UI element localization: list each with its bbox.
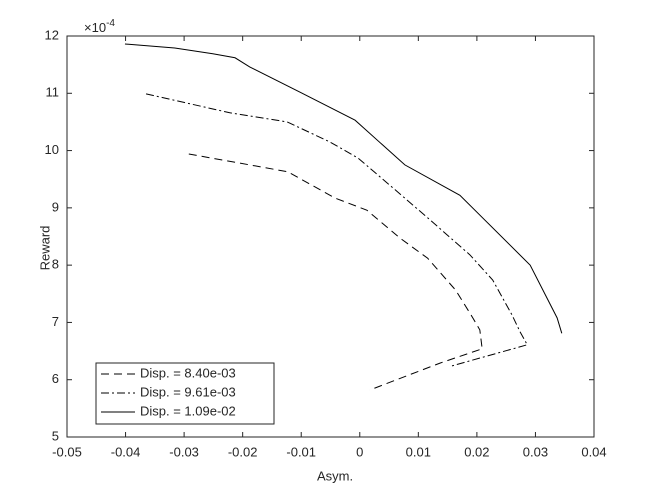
x-tick-label: 0.02 [464, 444, 489, 459]
y-tick-label: 12 [45, 27, 59, 42]
y-exponent-power: -4 [106, 18, 115, 29]
x-tick-label: 0.01 [406, 444, 431, 459]
x-tick-label: -0.02 [228, 444, 258, 459]
legend-label: Disp. = 9.61e-03 [140, 384, 236, 399]
legend-box [95, 362, 275, 425]
y-tick-label: 11 [46, 85, 60, 100]
y-axis-label: Reward [37, 226, 52, 271]
x-tick-label: 0.04 [581, 444, 606, 459]
y-tick-label: 8 [52, 257, 59, 272]
y-exponent-base: ×10 [84, 20, 106, 35]
legend-label: Disp. = 8.40e-03 [140, 365, 236, 380]
y-tick-label: 9 [52, 199, 59, 214]
y-tick-label: 7 [52, 314, 59, 329]
y-tick-label: 6 [52, 371, 59, 386]
x-tick-label: -0.04 [111, 444, 141, 459]
x-tick-label: 0 [356, 444, 363, 459]
x-axis-label: Asym. [317, 468, 353, 483]
line-series [188, 153, 483, 391]
x-tick-label: -0.03 [169, 444, 199, 459]
x-tick-label: -0.05 [52, 444, 82, 459]
line-series [124, 43, 563, 334]
y-tick-label: 10 [45, 142, 59, 157]
x-tick-label: -0.01 [286, 444, 316, 459]
y-exponent: ×10-4 [84, 18, 115, 36]
line-series [145, 93, 528, 367]
plot-frame [66, 35, 595, 438]
y-tick-label: 5 [52, 428, 59, 443]
x-tick-label: 0.03 [523, 444, 548, 459]
legend-label: Disp. = 1.09e-02 [140, 403, 236, 418]
